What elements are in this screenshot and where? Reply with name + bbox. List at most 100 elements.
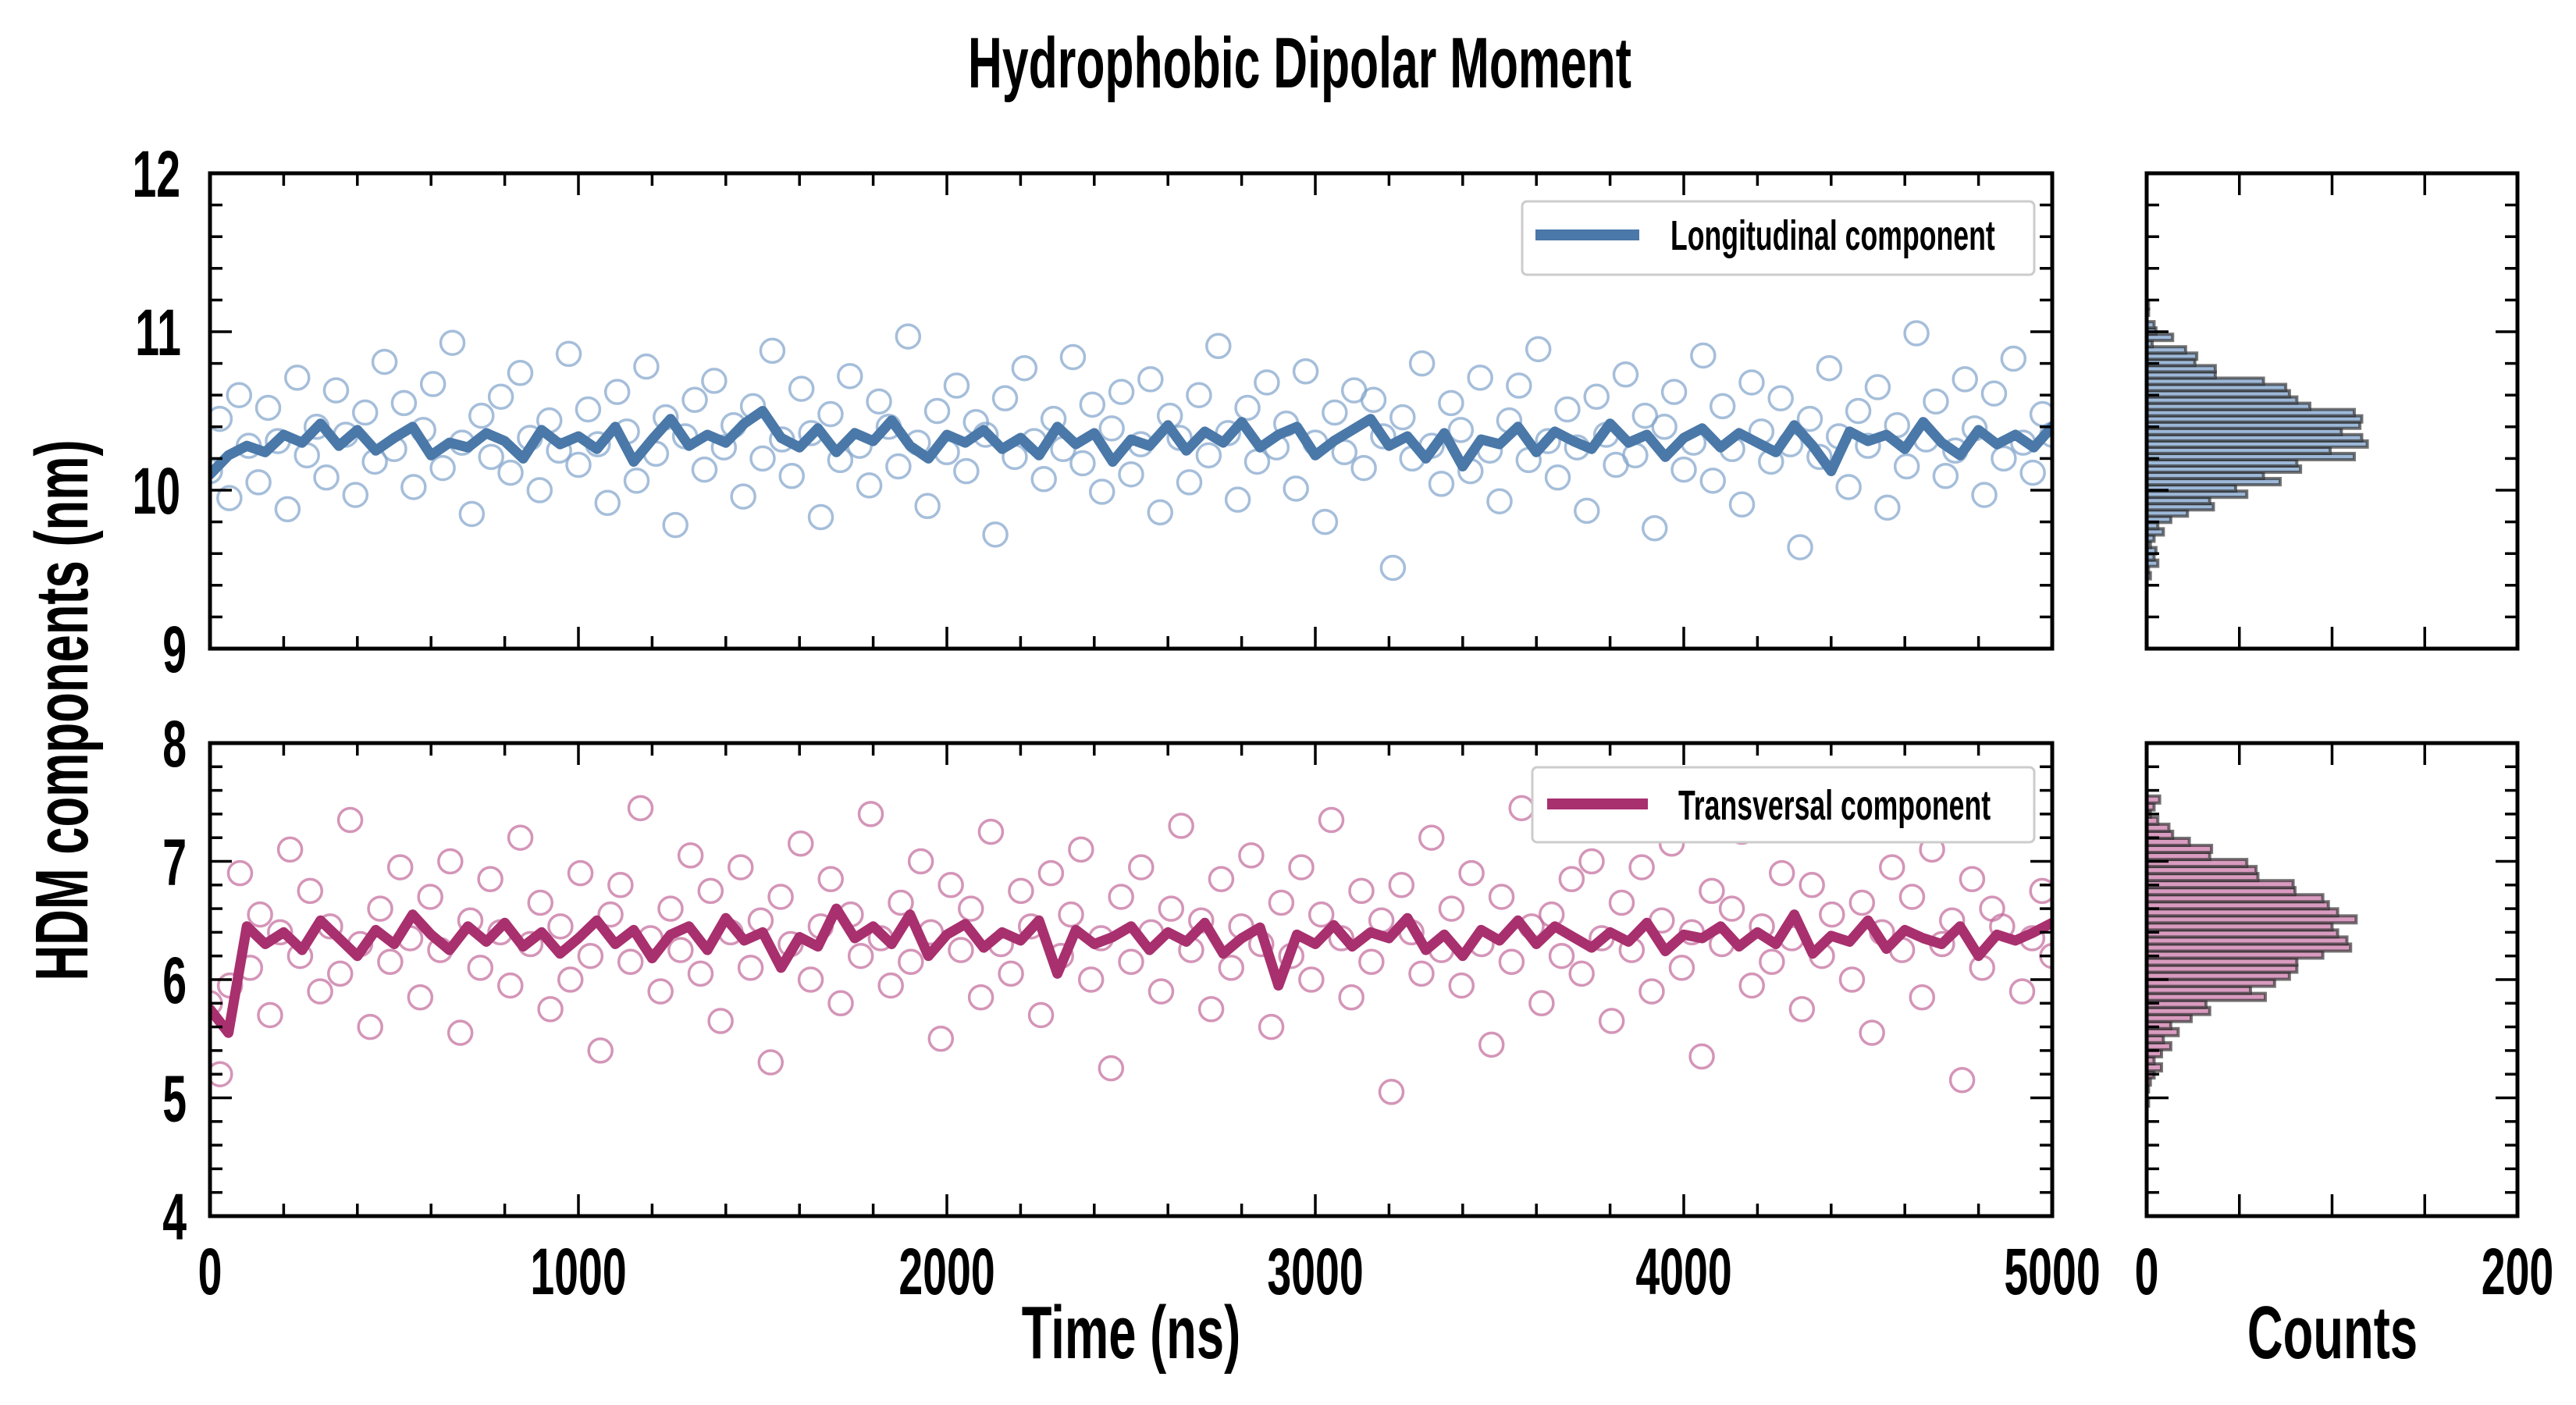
scatter-point bbox=[837, 363, 863, 389]
scatter-point bbox=[294, 442, 320, 469]
scatter-point bbox=[1923, 388, 1949, 415]
scatter-point bbox=[691, 456, 718, 483]
scatter-point bbox=[1447, 417, 1475, 443]
scatter-point bbox=[555, 340, 582, 368]
scatter-point bbox=[1027, 1001, 1055, 1029]
scatter-point bbox=[967, 984, 994, 1011]
x-tick-label: 0 bbox=[198, 1236, 222, 1309]
scatter-point bbox=[1909, 984, 1936, 1011]
scatter-point bbox=[657, 895, 684, 922]
scatter-point bbox=[276, 836, 304, 863]
scatter-point bbox=[1418, 824, 1445, 851]
scatter-point bbox=[1268, 889, 1295, 916]
scatter-point bbox=[216, 485, 243, 511]
scatter-point bbox=[478, 443, 504, 471]
scatter-point bbox=[322, 377, 350, 404]
legend-box bbox=[1521, 200, 2036, 276]
scatter-point bbox=[1874, 494, 1901, 521]
scatter-point bbox=[1535, 428, 1561, 454]
scatter-point bbox=[487, 383, 514, 410]
scatter-point bbox=[1176, 469, 1203, 496]
scatter-point bbox=[895, 323, 922, 350]
scatter-point bbox=[1969, 955, 1995, 981]
scatter-point bbox=[914, 493, 941, 520]
scatter-point bbox=[1728, 491, 1756, 518]
y-tick-label: 8 bbox=[162, 709, 187, 781]
scatter-point bbox=[1819, 901, 1845, 928]
scatter-point bbox=[274, 496, 301, 523]
scatter-point bbox=[1980, 380, 2008, 407]
scatter-point bbox=[1079, 391, 1106, 418]
scatter-point bbox=[1195, 442, 1222, 469]
scatter-point bbox=[1234, 394, 1261, 422]
y-tick-label: 9 bbox=[162, 614, 187, 687]
scatter-point bbox=[1197, 996, 1225, 1023]
transversal-histogram: 0 200 bbox=[2135, 741, 2553, 1309]
transversal-panel: 4 5 6 7 8 0 1000 2000 3000 4000 5000 bbox=[162, 709, 2100, 1309]
scatter-point bbox=[557, 966, 584, 993]
scatter-point bbox=[1488, 884, 1515, 910]
scatter-point bbox=[948, 937, 974, 963]
scatter-point bbox=[1806, 443, 1833, 471]
scatter-point bbox=[998, 960, 1024, 987]
running-mean-line bbox=[210, 406, 2052, 480]
scatter-point bbox=[336, 806, 364, 834]
scatter-point bbox=[1959, 866, 1986, 892]
longitudinal-histogram bbox=[2144, 171, 2520, 651]
scatter-point bbox=[1069, 450, 1096, 477]
y-tick-label: 6 bbox=[162, 945, 187, 1018]
scatter-point bbox=[1137, 366, 1164, 393]
scatter-point bbox=[1350, 454, 1377, 482]
scatter-point bbox=[1186, 382, 1212, 408]
scatter-point bbox=[477, 866, 503, 892]
scatter-point bbox=[1859, 1019, 1885, 1046]
scatter-point bbox=[377, 948, 404, 976]
scatter-point bbox=[1508, 795, 1535, 822]
scatter-point bbox=[757, 1049, 785, 1076]
scatter-point bbox=[226, 382, 253, 408]
scatter-point bbox=[367, 895, 393, 922]
scatter-point bbox=[297, 877, 324, 905]
scatter-point bbox=[778, 462, 806, 489]
scatter-point bbox=[537, 996, 564, 1023]
scatter-point bbox=[1208, 866, 1235, 892]
scatter-point bbox=[254, 394, 282, 422]
scatter-point bbox=[856, 472, 883, 499]
scatter-point bbox=[1528, 990, 1555, 1017]
chart-title: Hydrophobic Dipolar Moment bbox=[968, 22, 1631, 103]
scatter-point bbox=[1438, 389, 1464, 417]
scatter-point bbox=[417, 884, 443, 910]
scatter-point bbox=[1128, 854, 1155, 880]
scatter-point bbox=[607, 872, 634, 898]
legend-label: Transversal component bbox=[1678, 782, 1991, 829]
scatter-point bbox=[1598, 1008, 1625, 1034]
scatter-point bbox=[386, 854, 414, 880]
scatter-point bbox=[1108, 884, 1134, 910]
scatter-point bbox=[1288, 854, 1315, 880]
scatter-point bbox=[351, 399, 379, 426]
legend-longitudinal: Longitudinal component bbox=[1521, 200, 2036, 276]
x-tick-label: 5000 bbox=[2004, 1236, 2100, 1309]
scatter-point bbox=[1408, 350, 1436, 377]
scatter-point bbox=[526, 477, 553, 503]
scatter-point bbox=[1699, 468, 1727, 494]
scatter-point bbox=[1298, 966, 1325, 993]
scatter-point bbox=[1525, 336, 1552, 363]
y-axis-label: HDM components (nm) bbox=[20, 439, 104, 980]
scatter-point bbox=[1448, 972, 1475, 999]
scatter-point bbox=[1438, 895, 1465, 922]
scatter-point bbox=[1738, 369, 1765, 396]
scatter-point bbox=[1558, 866, 1585, 892]
scatter-point bbox=[1068, 836, 1094, 863]
scatter-point bbox=[907, 848, 934, 875]
scatter-point bbox=[1467, 365, 1493, 391]
scatter-point bbox=[701, 368, 728, 394]
scatter-point bbox=[958, 895, 984, 922]
scatter-point bbox=[730, 483, 756, 510]
scatter-point bbox=[1486, 488, 1513, 514]
scatter-point bbox=[342, 482, 369, 508]
scatter-point bbox=[923, 397, 951, 425]
scatter-point bbox=[210, 1061, 233, 1087]
scatter-point bbox=[667, 937, 694, 963]
scatter-point bbox=[1428, 471, 1455, 497]
